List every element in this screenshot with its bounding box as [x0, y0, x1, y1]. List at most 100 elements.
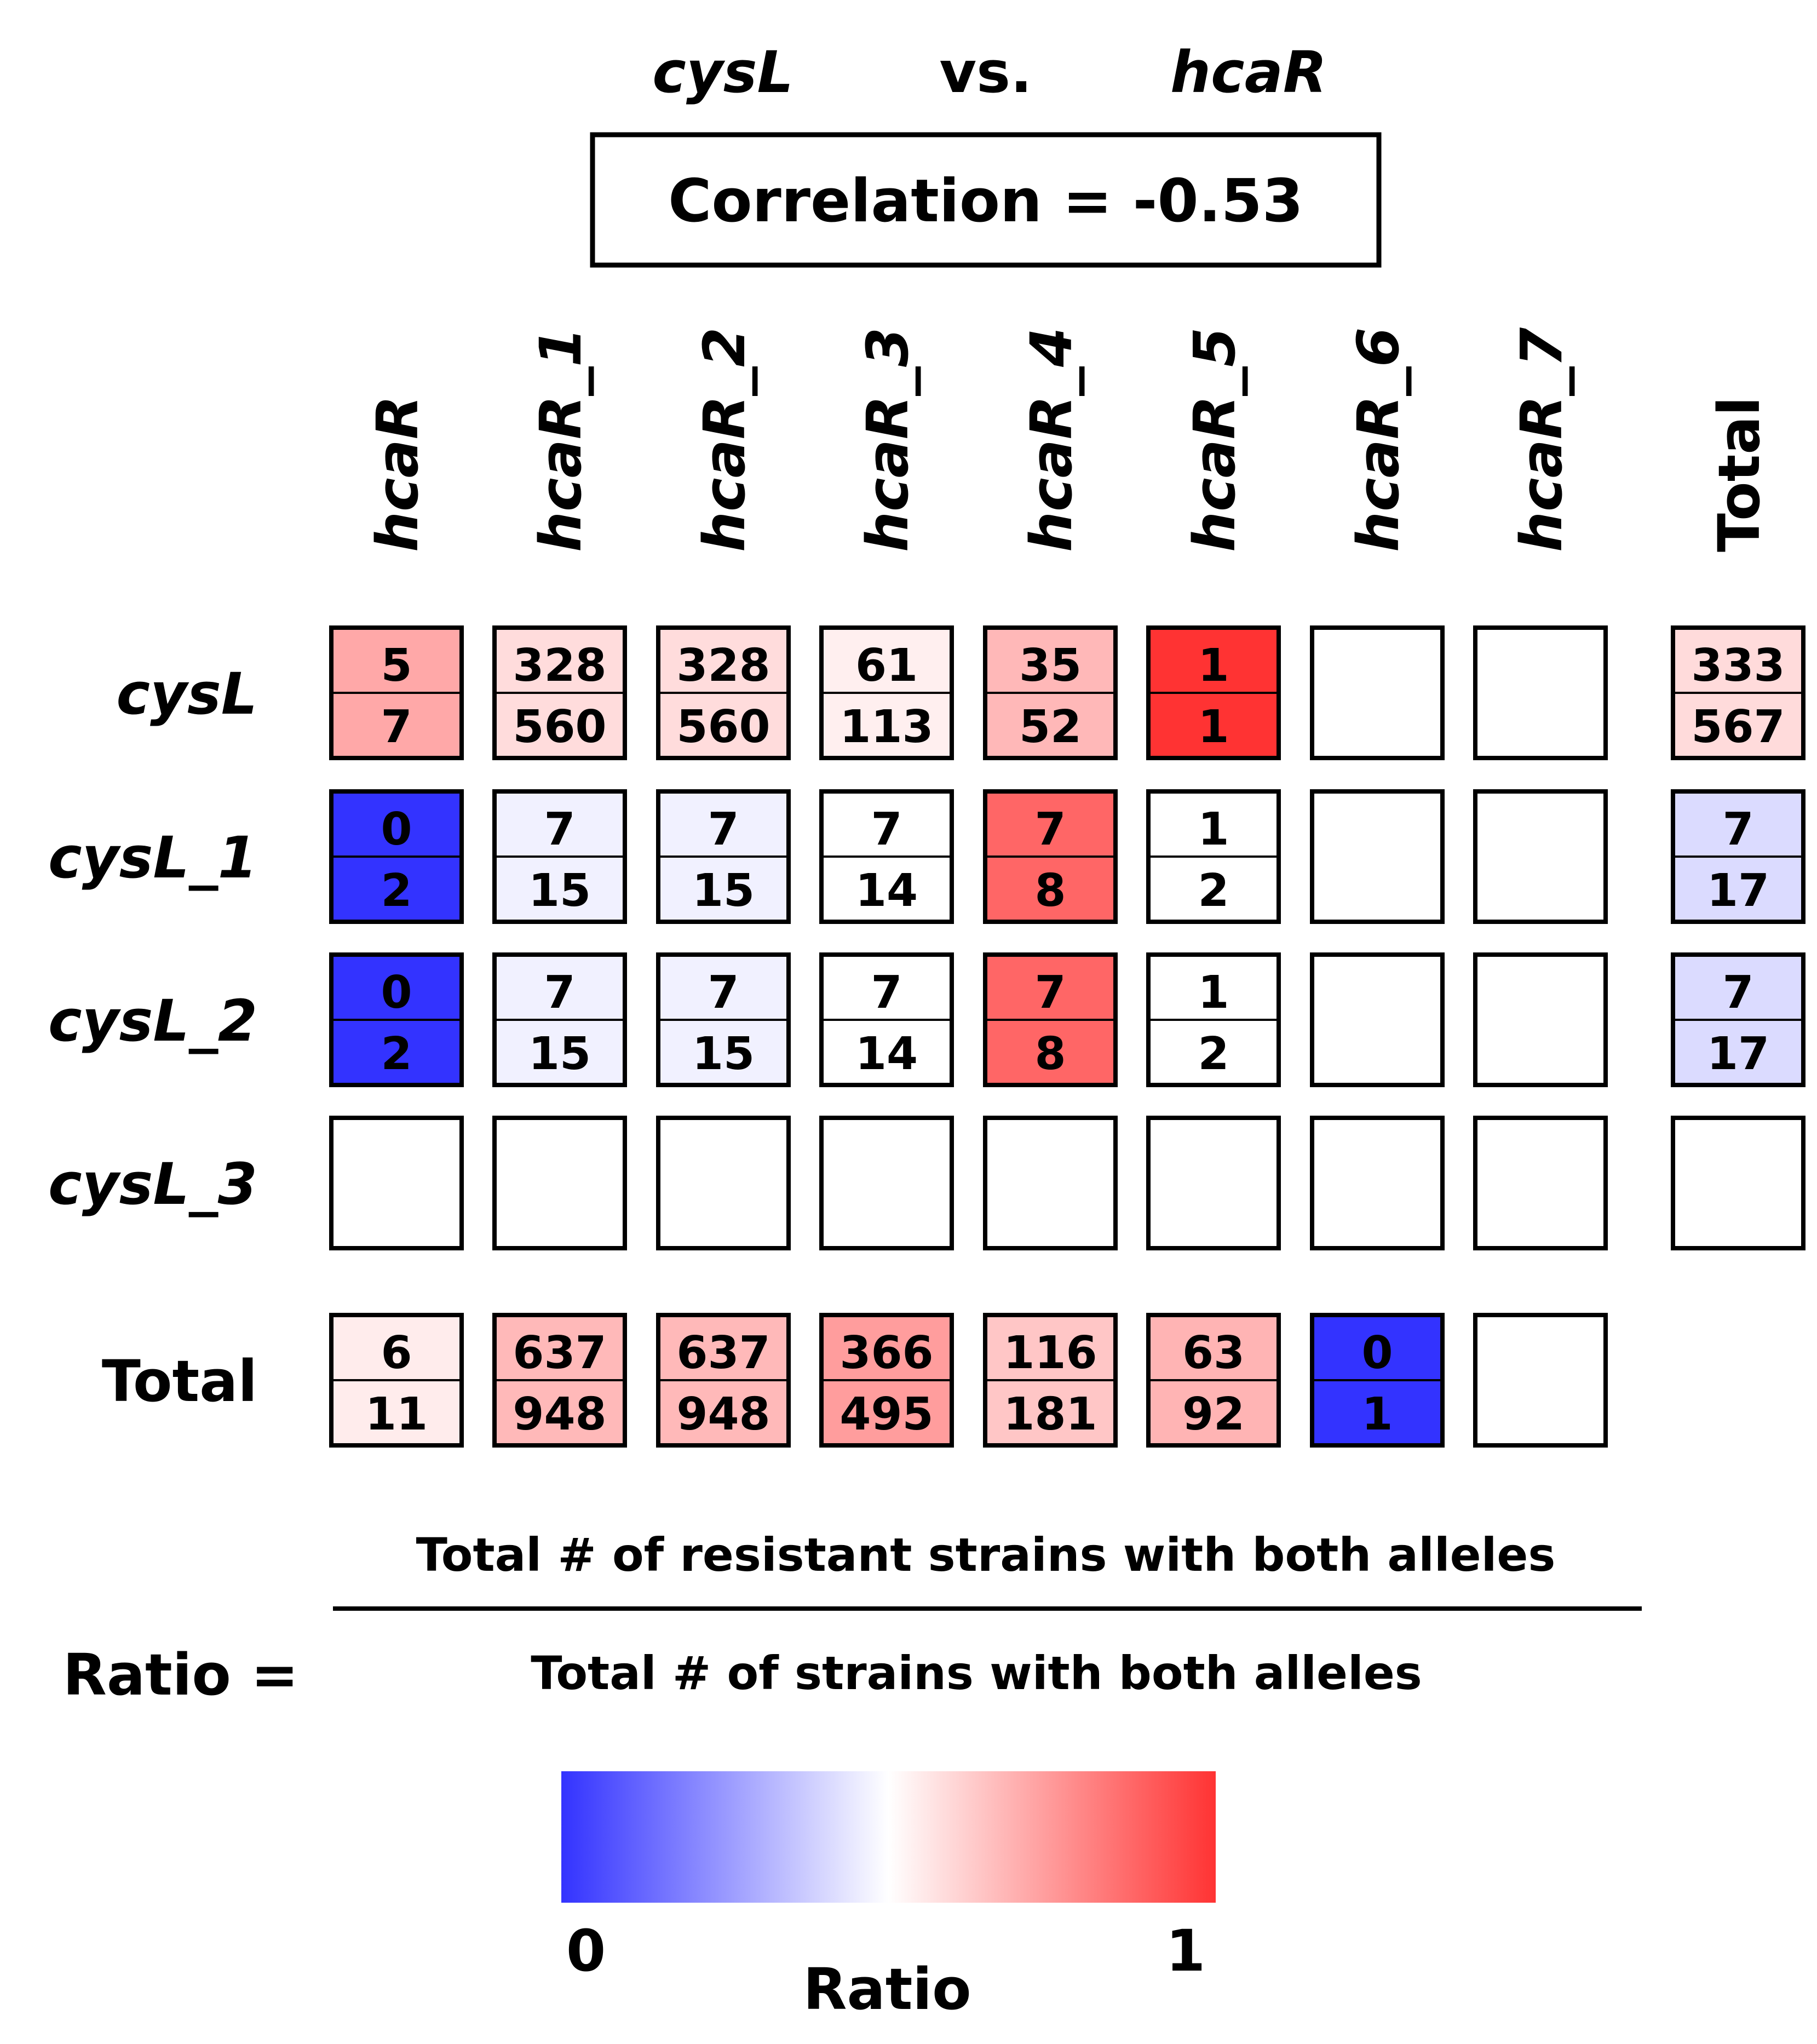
cell-denominator: 11: [365, 1388, 428, 1440]
colorbar-gradient: [561, 1771, 1216, 1903]
colorbar: 0 1 Ratio: [561, 1771, 1216, 2023]
gene-x-title: cysL: [652, 39, 794, 106]
cell-denominator: 2: [381, 1028, 412, 1080]
cell-cysl-3-hcar-6: [1310, 1116, 1445, 1250]
cell-denominator: 495: [840, 1388, 933, 1440]
colorbar-title: Ratio: [803, 1956, 971, 2023]
cell-denominator: 2: [1198, 865, 1229, 917]
cell-box: [1671, 1116, 1806, 1250]
cell-numerator: 35: [1019, 640, 1082, 692]
cell-cysl-1-hcar-5: 12: [1146, 789, 1281, 924]
cell-numerator: 328: [513, 640, 606, 692]
cell-denominator: 948: [513, 1388, 606, 1440]
cell-box: [656, 1116, 791, 1250]
formula-denominator: Total # of strains with both alleles: [531, 1646, 1422, 1700]
cell-denominator: 15: [692, 1028, 755, 1080]
cell-denominator: 567: [1691, 701, 1785, 753]
cell-numerator: 7: [871, 967, 902, 1019]
gene-y-title: hcaR: [1170, 39, 1327, 106]
cell-numerator: 333: [1691, 640, 1785, 692]
cell-cysl-2-hcar-1: 715: [492, 952, 627, 1087]
cell-cysl-hcar-6: [1310, 625, 1445, 760]
cell-numerator: 7: [1722, 967, 1753, 1019]
cell-denominator: 8: [1034, 1028, 1066, 1080]
cell-box: [1310, 1116, 1445, 1250]
cell-numerator: 0: [1361, 1327, 1393, 1379]
column-label-hcar-6: hcaR_6: [1345, 328, 1412, 552]
cell-denominator: 1: [1198, 701, 1229, 753]
column-label-hcar-3: hcaR_3: [854, 328, 921, 552]
cell-cysl-3-hcar-2: [656, 1116, 791, 1250]
cell-cysl-1-hcar-7: [1473, 789, 1608, 924]
cell-numerator: 366: [840, 1327, 933, 1379]
cell-numerator: 7: [1722, 803, 1753, 856]
cell-denominator: 2: [381, 865, 412, 917]
header: cysL vs. hcaR Correlation = -0.53: [590, 39, 1382, 268]
cell-numerator: 637: [676, 1327, 770, 1379]
cell-box: [1310, 952, 1445, 1087]
cell-numerator: 637: [513, 1327, 606, 1379]
row-label-cysl-3: cysL_3: [48, 1151, 257, 1218]
formula-numerator: Total # of resistant strains with both a…: [416, 1528, 1556, 1582]
cell-cysl-1-hcar-6: [1310, 789, 1445, 924]
cell-cysl-3-hcar-3: [819, 1116, 954, 1250]
cell-numerator: 63: [1182, 1327, 1245, 1379]
cell-box: [1310, 789, 1445, 924]
cell-box: [1473, 1313, 1608, 1448]
cell-cysl-3-hcar: [329, 1116, 464, 1250]
cell-cysl-hcar-7: [1473, 625, 1608, 760]
cell-denominator: 17: [1707, 865, 1769, 917]
cell-numerator: 116: [1003, 1327, 1097, 1379]
cell-box: [1310, 625, 1445, 760]
cell-cysl-1-hcar-2: 715: [656, 789, 791, 924]
cell-cysl-1-hcar-4: 78: [983, 789, 1118, 924]
cell-denominator: 113: [840, 701, 933, 753]
cell-cysl-2-hcar-2: 715: [656, 952, 791, 1087]
column-label-hcar-4: hcaR_4: [1018, 328, 1085, 552]
cell-denominator: 948: [676, 1388, 770, 1440]
cell-denominator: 52: [1019, 701, 1082, 753]
cell-denominator: 15: [692, 865, 755, 917]
cell-denominator: 560: [676, 701, 770, 753]
column-label-hcar-1: hcaR_1: [527, 328, 594, 552]
cell-denominator: 8: [1034, 865, 1066, 917]
correlation-label: Correlation = -0.53: [668, 167, 1303, 236]
cell-box: [1146, 1116, 1281, 1250]
heatmap-cells: 5732856032856061113355211333567027157157…: [329, 625, 1806, 1448]
cell-denominator: 7: [381, 701, 412, 753]
cell-cysl-3-hcar-4: [983, 1116, 1118, 1250]
cell-cysl-1-hcar: 02: [329, 789, 464, 924]
cell-total-hcar-6: 01: [1310, 1313, 1445, 1448]
column-labels: hcaR hcaR_1 hcaR_2 hcaR_3 hcaR_4 hcaR_5 hcaR_6…: [364, 327, 1773, 552]
row-label-total: Total: [102, 1348, 257, 1415]
colorbar-max-label: 1: [1166, 1917, 1205, 1984]
cell-box: [983, 1116, 1118, 1250]
cell-numerator: 7: [544, 967, 575, 1019]
cell-denominator: 2: [1198, 1028, 1229, 1080]
cell-cysl-2-hcar-4: 78: [983, 952, 1118, 1087]
cell-denominator: 92: [1182, 1388, 1245, 1440]
cell-cysl-hcar-5: 11: [1146, 625, 1281, 760]
ratio-formula: Total # of resistant strains with both a…: [63, 1528, 1642, 1708]
cell-numerator: 1: [1198, 967, 1229, 1019]
column-label-hcar-7: hcaR_7: [1508, 327, 1575, 552]
row-label-cysl-2: cysL_2: [48, 987, 257, 1054]
cell-denominator: 14: [855, 865, 918, 917]
cell-cysl-hcar: 57: [329, 625, 464, 760]
cell-numerator: 7: [708, 803, 739, 856]
cell-cysl-2-total: 717: [1671, 952, 1806, 1087]
column-label-hcar-5: hcaR_5: [1181, 328, 1248, 552]
cell-cysl-2-hcar-6: [1310, 952, 1445, 1087]
column-label-total: Total: [1706, 397, 1773, 552]
cell-cysl-3-total: [1671, 1116, 1806, 1250]
cell-box: [819, 1116, 954, 1250]
formula-prefix: Ratio =: [63, 1641, 298, 1708]
cell-cysl-3-hcar-5: [1146, 1116, 1281, 1250]
